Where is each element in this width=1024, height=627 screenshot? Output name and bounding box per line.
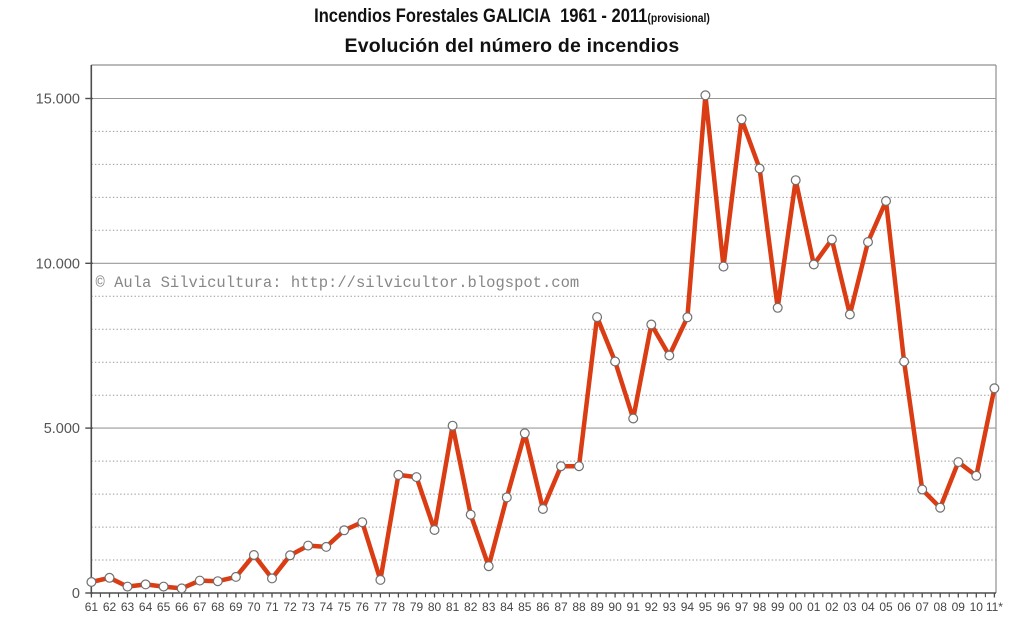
svg-text:69: 69	[229, 600, 243, 614]
svg-text:02: 02	[825, 600, 839, 614]
svg-text:04: 04	[861, 600, 875, 614]
svg-text:85: 85	[518, 600, 532, 614]
svg-text:08: 08	[934, 600, 948, 614]
svg-text:10.000: 10.000	[36, 256, 80, 272]
svg-text:67: 67	[193, 600, 207, 614]
svg-text:03: 03	[843, 600, 857, 614]
svg-text:5.000: 5.000	[44, 421, 80, 437]
svg-text:0: 0	[72, 586, 80, 602]
svg-text:96: 96	[717, 600, 731, 614]
svg-text:72: 72	[283, 600, 297, 614]
svg-text:66: 66	[175, 600, 189, 614]
svg-text:© Aula Silvicultura: http://si: © Aula Silvicultura: http://silvicultor.…	[96, 274, 580, 292]
svg-text:10: 10	[970, 600, 984, 614]
svg-text:70: 70	[247, 600, 261, 614]
svg-text:88: 88	[572, 600, 586, 614]
svg-text:62: 62	[103, 600, 117, 614]
svg-text:80: 80	[428, 600, 442, 614]
svg-text:77: 77	[374, 600, 388, 614]
svg-text:68: 68	[211, 600, 225, 614]
svg-text:01: 01	[807, 600, 821, 614]
svg-text:76: 76	[356, 600, 370, 614]
svg-text:64: 64	[139, 600, 153, 614]
svg-text:00: 00	[789, 600, 803, 614]
svg-text:82: 82	[464, 600, 478, 614]
svg-text:89: 89	[590, 600, 604, 614]
svg-text:75: 75	[338, 600, 352, 614]
svg-text:74: 74	[320, 600, 334, 614]
svg-text:05: 05	[879, 600, 893, 614]
svg-text:63: 63	[121, 600, 135, 614]
svg-text:84: 84	[500, 600, 514, 614]
svg-text:97: 97	[735, 600, 749, 614]
svg-text:81: 81	[446, 600, 460, 614]
svg-text:78: 78	[392, 600, 406, 614]
svg-text:95: 95	[699, 600, 713, 614]
svg-text:87: 87	[554, 600, 568, 614]
svg-text:09: 09	[952, 600, 966, 614]
svg-text:71: 71	[265, 600, 279, 614]
svg-text:99: 99	[771, 600, 785, 614]
svg-text:61: 61	[85, 600, 99, 614]
svg-text:07: 07	[916, 600, 930, 614]
svg-text:98: 98	[753, 600, 767, 614]
svg-text:06: 06	[897, 600, 911, 614]
svg-text:83: 83	[482, 600, 496, 614]
svg-text:90: 90	[608, 600, 622, 614]
svg-text:93: 93	[663, 600, 677, 614]
svg-text:79: 79	[410, 600, 424, 614]
svg-text:11*: 11*	[986, 600, 1003, 614]
svg-text:91: 91	[627, 600, 641, 614]
svg-text:94: 94	[681, 600, 695, 614]
svg-text:15.000: 15.000	[36, 92, 80, 108]
svg-text:73: 73	[301, 600, 315, 614]
svg-text:65: 65	[157, 600, 171, 614]
svg-text:86: 86	[536, 600, 550, 614]
svg-text:92: 92	[645, 600, 659, 614]
